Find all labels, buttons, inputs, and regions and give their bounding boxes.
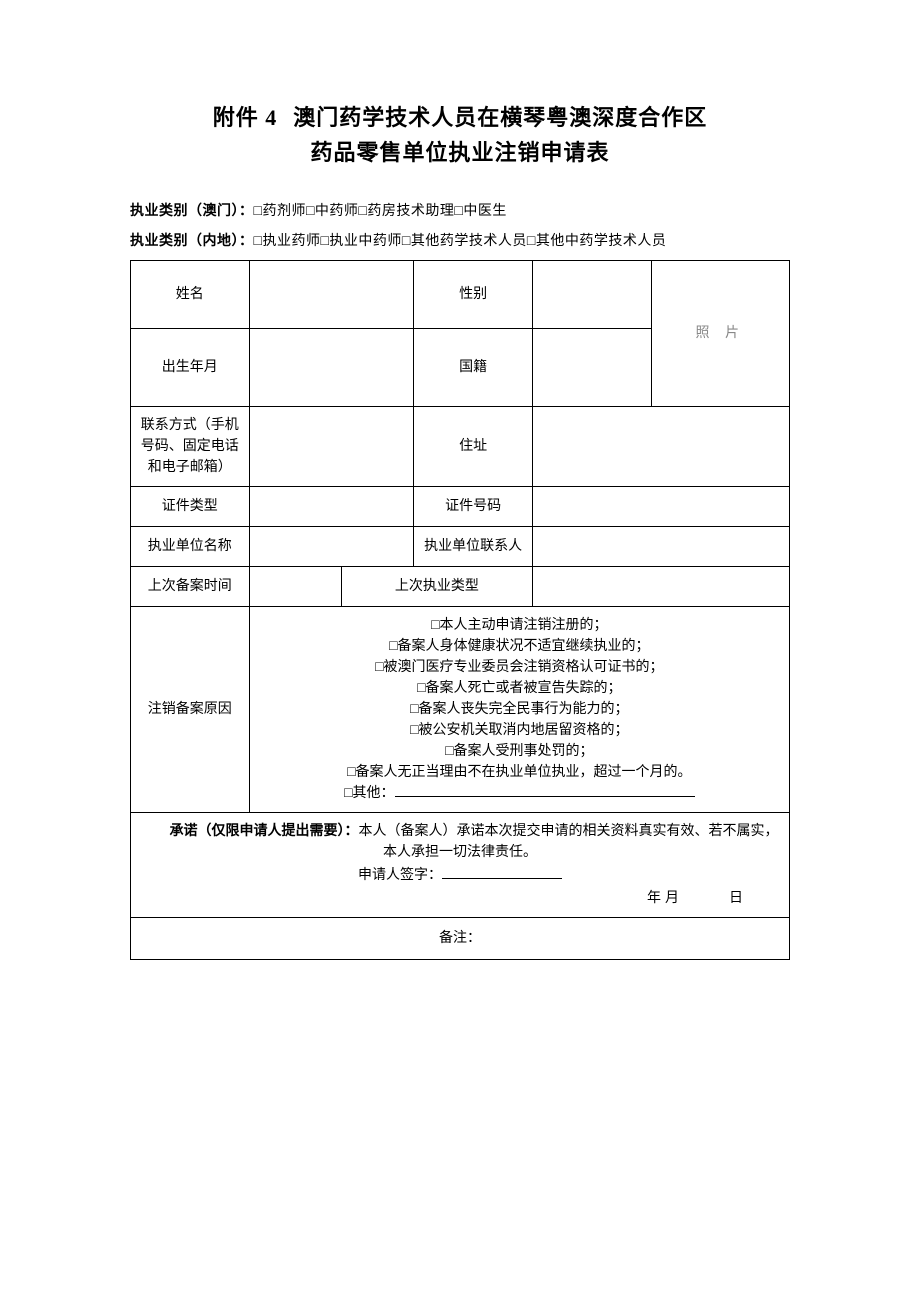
label-id-number: 证件号码 (414, 487, 533, 527)
label-name: 姓名 (131, 261, 250, 329)
commitment-bold: 承诺（仅限申请人提出需要）： (170, 824, 359, 839)
category-macau-options: □药剂师□中药师□药房技术助理□中医生 (254, 204, 507, 219)
label-last-filing: 上次备案时间 (131, 567, 250, 607)
reason-4[interactable]: □备案人丧失完全民事行为能力的； (256, 699, 783, 720)
application-form-table: 姓名 性别 照 片 出生年月 国籍 联系方式（手机号码、固定电话和电子邮箱） 住… (130, 260, 790, 960)
input-unit-contact[interactable] (532, 527, 789, 567)
sign-underline[interactable] (442, 865, 562, 879)
reason-7[interactable]: □备案人无正当理由不在执业单位执业，超过一个月的。 (256, 762, 783, 783)
category-mainland: 执业类别（内地）：□执业药师□执业中药师□其他药学技术人员□其他中药学技术人员 (130, 230, 790, 250)
label-last-practice-type: 上次执业类型 (341, 567, 532, 607)
photo-area[interactable]: 照 片 (651, 261, 789, 407)
reason-2[interactable]: □被澳门医疗专业委员会注销资格认可证书的； (256, 657, 783, 678)
date-day: 日 (729, 891, 743, 906)
reason-6[interactable]: □备案人受刑事处罚的； (256, 741, 783, 762)
reason-8[interactable]: □其他： (256, 783, 783, 804)
commitment-body: 本人（备案人）承诺本次提交申请的相关资料真实有效、若不属实，本人承担一切法律责任… (359, 824, 779, 860)
input-birth[interactable] (249, 329, 414, 407)
reason-other-line[interactable] (395, 783, 695, 797)
category-macau-label: 执业类别（澳门）： (130, 204, 254, 219)
reason-0[interactable]: □本人主动申请注销注册的； (256, 615, 783, 636)
remark-cell[interactable]: 备注： (131, 918, 790, 960)
title-line-2: 药品零售单位执业注销申请表 (130, 135, 790, 170)
title-prefix: 附件 4 (213, 100, 278, 135)
cancel-reasons[interactable]: □本人主动申请注销注册的； □备案人身体健康状况不适宜继续执业的； □被澳门医疗… (249, 607, 789, 813)
category-macau: 执业类别（澳门）：□药剂师□中药师□药房技术助理□中医生 (130, 200, 790, 220)
label-unit-contact: 执业单位联系人 (414, 527, 533, 567)
remark-label: 备注： (439, 931, 481, 946)
input-name[interactable] (249, 261, 414, 329)
title-block: 附件 4 澳门药学技术人员在横琴粤澳深度合作区 药品零售单位执业注销申请表 (130, 100, 790, 170)
input-gender[interactable] (532, 261, 651, 329)
label-birth: 出生年月 (131, 329, 250, 407)
category-mainland-label: 执业类别（内地）： (130, 234, 254, 249)
label-id-type: 证件类型 (131, 487, 250, 527)
commitment-text: 承诺（仅限申请人提出需要）：本人（备案人）承诺本次提交申请的相关资料真实有效、若… (137, 821, 783, 863)
label-gender: 性别 (414, 261, 533, 329)
input-last-practice-type[interactable] (532, 567, 789, 607)
commitment-block: 承诺（仅限申请人提出需要）：本人（备案人）承诺本次提交申请的相关资料真实有效、若… (131, 813, 790, 918)
category-mainland-options: □执业药师□执业中药师□其他药学技术人员□其他中药学技术人员 (254, 234, 667, 249)
input-address[interactable] (532, 407, 789, 487)
input-nationality[interactable] (532, 329, 651, 407)
input-id-type[interactable] (249, 487, 414, 527)
label-contact: 联系方式（手机号码、固定电话和电子邮箱） (131, 407, 250, 487)
label-address: 住址 (414, 407, 533, 487)
title-text-1: 澳门药学技术人员在横琴粤澳深度合作区 (293, 105, 707, 130)
title-line-1: 附件 4 澳门药学技术人员在横琴粤澳深度合作区 (130, 100, 790, 135)
reason-1[interactable]: □备案人身体健康状况不适宜继续执业的； (256, 636, 783, 657)
reason-3[interactable]: □备案人死亡或者被宣告失踪的； (256, 678, 783, 699)
date-year: 年 (647, 891, 661, 906)
label-cancel-reason: 注销备案原因 (131, 607, 250, 813)
date-month: 月 (665, 891, 679, 906)
signature-line: 申请人签字： (137, 865, 783, 886)
sign-label: 申请人签字： (358, 868, 442, 883)
input-unit-name[interactable] (249, 527, 414, 567)
label-nationality: 国籍 (414, 329, 533, 407)
label-unit-name: 执业单位名称 (131, 527, 250, 567)
input-contact[interactable] (249, 407, 414, 487)
input-id-number[interactable] (532, 487, 789, 527)
input-last-filing[interactable] (249, 567, 341, 607)
reason-5[interactable]: □被公安机关取消内地居留资格的； (256, 720, 783, 741)
date-line: 年月 日 (137, 888, 783, 909)
